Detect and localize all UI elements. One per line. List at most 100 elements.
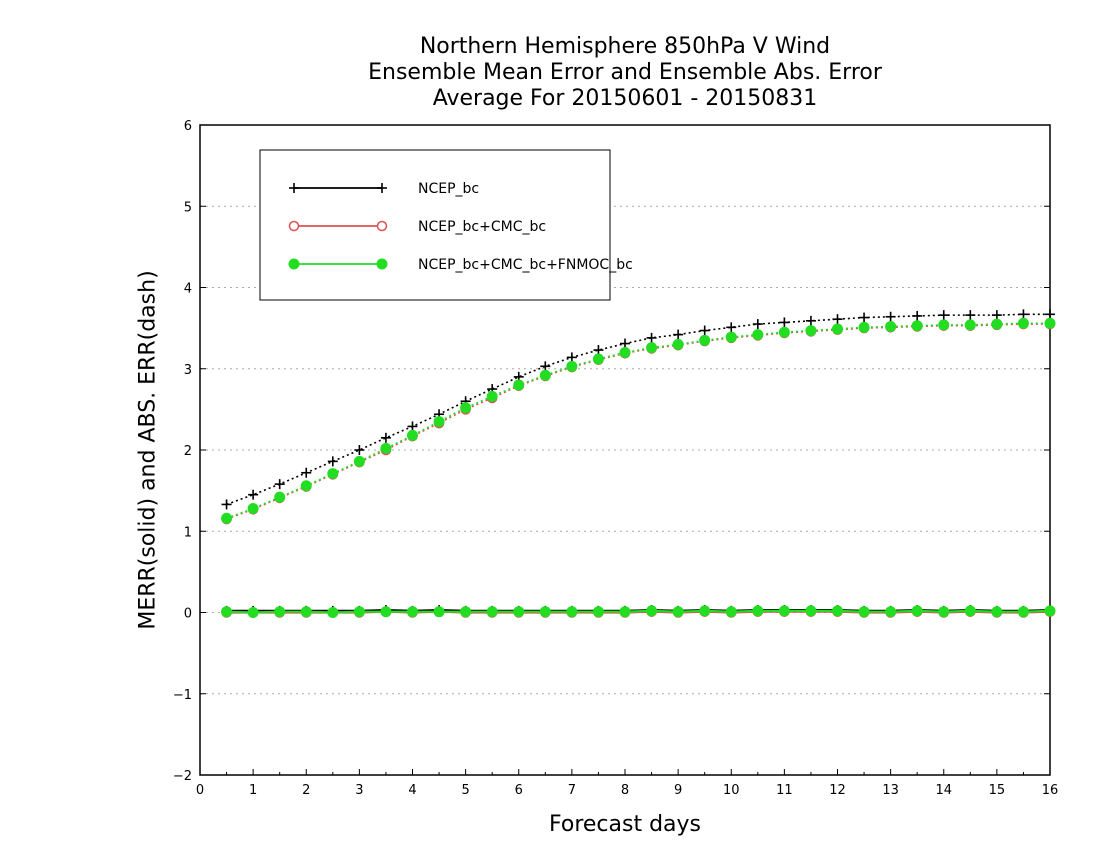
merr-point [991,606,1003,618]
merr-point [327,607,339,618]
merr-line [226,609,1051,614]
abs-err-point [725,331,737,343]
abs-err-point [832,314,843,325]
abs-err-line [226,322,1050,520]
abs-err-point [592,353,604,365]
abs-err-point [1045,309,1055,320]
abs-err-point [938,310,949,321]
merr-point [964,605,976,617]
abs-err-point [620,338,630,349]
x-tick-label: 13 [882,783,899,798]
merr-point [513,606,525,618]
legend-marker-end [377,183,387,193]
abs-err-point [221,512,233,524]
abs-err-point [593,345,604,356]
abs-err-point [327,456,338,467]
abs-err-point [673,329,684,340]
abs-err-point [646,332,657,343]
abs-err-point [964,319,976,331]
merr-point [699,605,711,617]
legend-item: NCEP_bc+CMC_bc [288,219,546,235]
abs-err-point [805,315,816,326]
abs-err-point [274,479,285,490]
merr-point [221,606,233,618]
abs-err-point [858,321,870,333]
abs-err-line [226,323,1050,520]
y-tick-label: 6 [184,119,192,134]
merr-point [911,605,923,617]
abs-err-point [460,402,472,414]
abs-err-point [991,310,1002,321]
abs-err-point [433,416,445,428]
merr-point [274,606,286,618]
abs-err-point [354,445,365,455]
abs-err-point [912,310,923,321]
abs-err-point [274,491,286,503]
chart-title-line-3: Average For 20150601 - 20150831 [432,86,818,111]
abs-err-point [726,322,737,333]
abs-err-point [380,432,391,443]
merr-point [592,606,604,618]
abs-err-point [301,467,312,478]
chart-title-line-2: Ensemble Mean Error and Ensemble Abs. Er… [368,60,882,85]
abs-err-point [752,329,764,341]
y-tick-label: 3 [184,363,192,378]
merr-point [752,605,764,617]
abs-err-point [353,455,365,467]
merr-point [778,605,790,617]
merr-point [460,606,472,618]
merr-point [832,605,843,617]
merr-point [672,606,684,618]
x-tick-label: 8 [621,783,629,798]
x-axis-label: Forecast days [548,812,702,837]
abs-err-point [832,323,843,335]
x-tick-label: 6 [515,783,523,798]
merr-point [433,606,445,618]
merr-point [725,606,737,618]
abs-err-point [938,319,950,331]
merr-point [858,606,870,618]
merr-point [407,606,418,618]
abs-err-point [327,468,339,480]
legend-marker-end [376,220,388,232]
series-2 [221,317,1056,618]
abs-err-point [1018,309,1029,320]
y-tick-label: 1 [184,525,192,540]
abs-err-point [407,429,418,441]
legend-item: NCEP_bc+CMC_bc+FNMOC_bc [288,257,633,273]
x-tick-label: 12 [829,783,846,798]
abs-err-point [965,310,976,321]
x-tick-label: 5 [461,783,469,798]
abs-err-point [752,319,763,330]
abs-err-point [300,480,312,492]
abs-err-line [226,313,1050,506]
merr-point [619,606,631,618]
x-tick-label: 7 [568,783,576,798]
abs-err-point [699,325,710,336]
merr-point [938,606,950,618]
abs-err-point [247,503,259,514]
y-tick-label: 2 [184,444,192,459]
x-tick-label: 10 [723,783,740,798]
legend: NCEP_bc NCEP_bc+CMC_bc NCEP_bc+CMC_bc+FNMO… [259,149,633,301]
abs-err-point [540,361,551,372]
x-tick-label: 16 [1042,783,1059,798]
legend-marker-start [288,220,300,232]
abs-err-point [699,334,711,346]
merr-point [539,606,551,618]
y-tick-label: 4 [184,282,192,297]
x-tick-label: 14 [935,783,952,798]
abs-err-point [380,442,392,454]
x-tick-label: 2 [302,783,310,798]
abs-err-point [513,379,525,391]
abs-err-point [566,352,577,363]
merr-point [805,605,817,617]
x-tick-label: 9 [674,783,682,798]
series-group [221,309,1056,618]
abs-err-point [248,489,259,500]
merr-point [646,605,658,617]
legend-marker-end [376,258,388,270]
legend-item: NCEP_bc [289,181,479,197]
abs-err-point [646,342,658,354]
x-tick-label: 0 [196,783,204,798]
